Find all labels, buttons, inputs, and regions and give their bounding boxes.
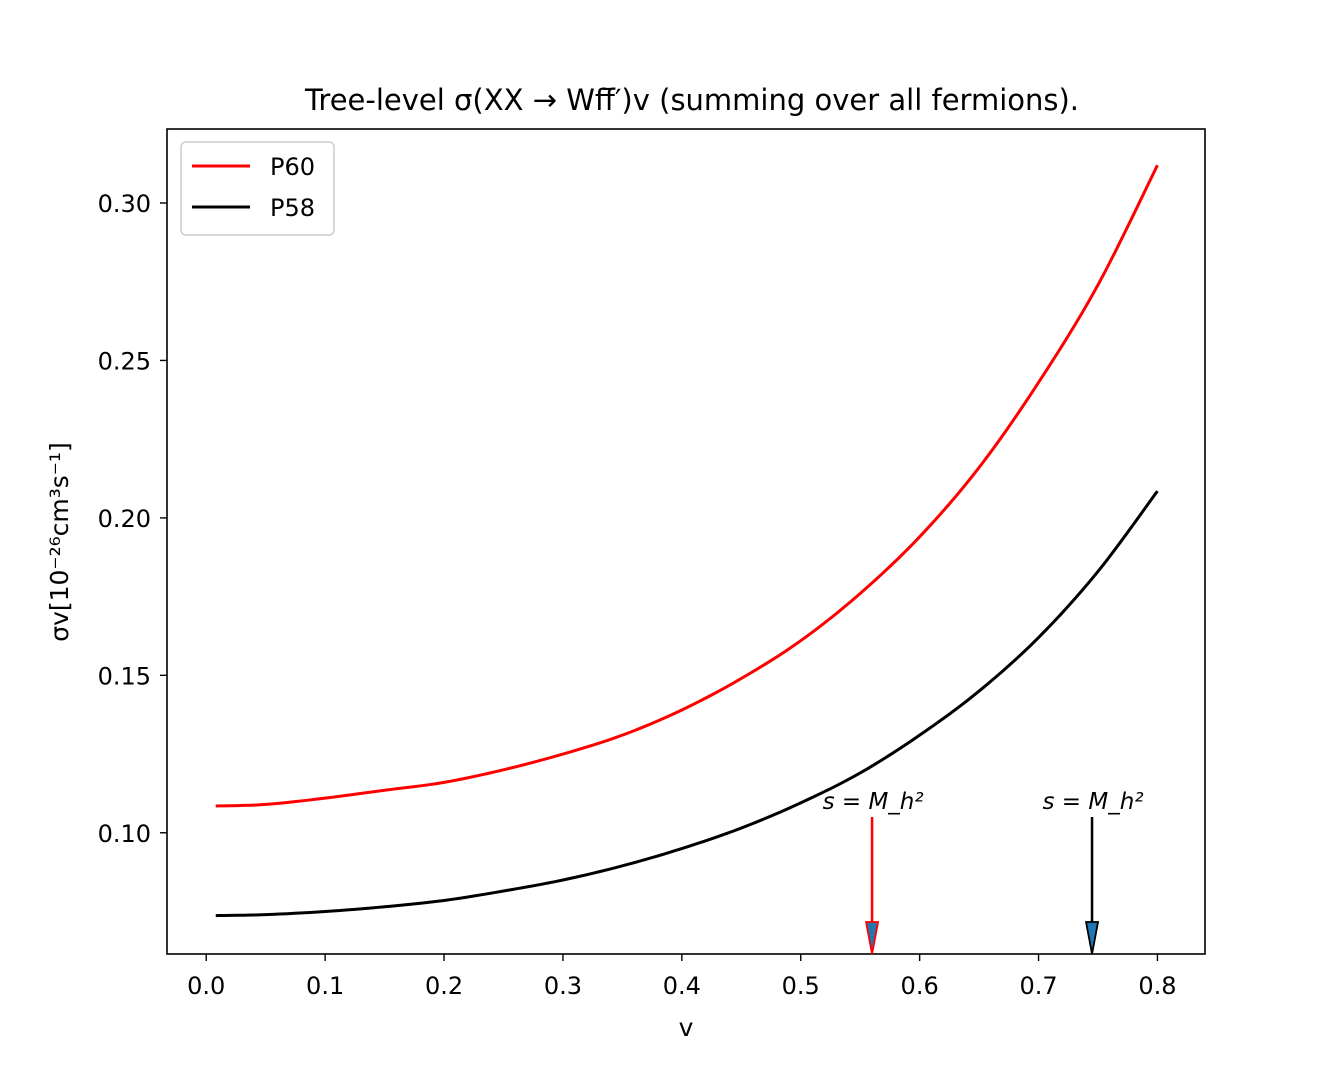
chart-title: Tree-level σ(XX → Wff̄′)v (summing over … <box>304 83 1079 117</box>
y-axis-label: σv[10⁻²⁶cm³s⁻¹] <box>45 442 74 642</box>
plot-frame <box>166 128 1206 955</box>
annotation-label: s = M_h² <box>1043 789 1144 815</box>
annotation-arrow-head <box>1084 921 1100 955</box>
ticks: 0.0 0.1 0.2 0.3 0.4 0.5 0.6 0.7 0.8 0.10 0.15 0.20 0… <box>98 190 1177 1000</box>
legend-label-p58: P58 <box>270 194 315 222</box>
x-tick-label: 0.1 <box>306 972 344 1000</box>
y-tick-label: 0.20 <box>98 505 151 533</box>
y-tick-label: 0.15 <box>98 662 151 690</box>
x-tick-label: 0.7 <box>1019 972 1057 1000</box>
x-tick-label: 0.8 <box>1138 972 1176 1000</box>
series-line-p60 <box>215 164 1159 808</box>
x-axis-label: v <box>679 1013 694 1042</box>
x-tick-label: 0.4 <box>663 972 701 1000</box>
x-tick-label: 0.3 <box>544 972 582 1000</box>
x-tick-label: 0.0 <box>187 972 225 1000</box>
y-tick-label: 0.10 <box>98 820 151 848</box>
axes <box>166 128 1206 955</box>
x-tick-label: 0.6 <box>901 972 939 1000</box>
x-tick-label: 0.5 <box>782 972 820 1000</box>
series-line-p58 <box>215 490 1159 918</box>
plot-lines <box>215 164 1159 918</box>
y-tick-label: 0.25 <box>98 347 151 375</box>
y-tick-label: 0.30 <box>98 190 151 218</box>
x-tick-label: 0.2 <box>425 972 463 1000</box>
annotations: s = M_h² s = M_h² <box>823 789 1144 955</box>
annotation-arrow-head <box>864 921 880 955</box>
legend-label-p60: P60 <box>270 153 315 181</box>
annotation-label: s = M_h² <box>823 789 924 815</box>
